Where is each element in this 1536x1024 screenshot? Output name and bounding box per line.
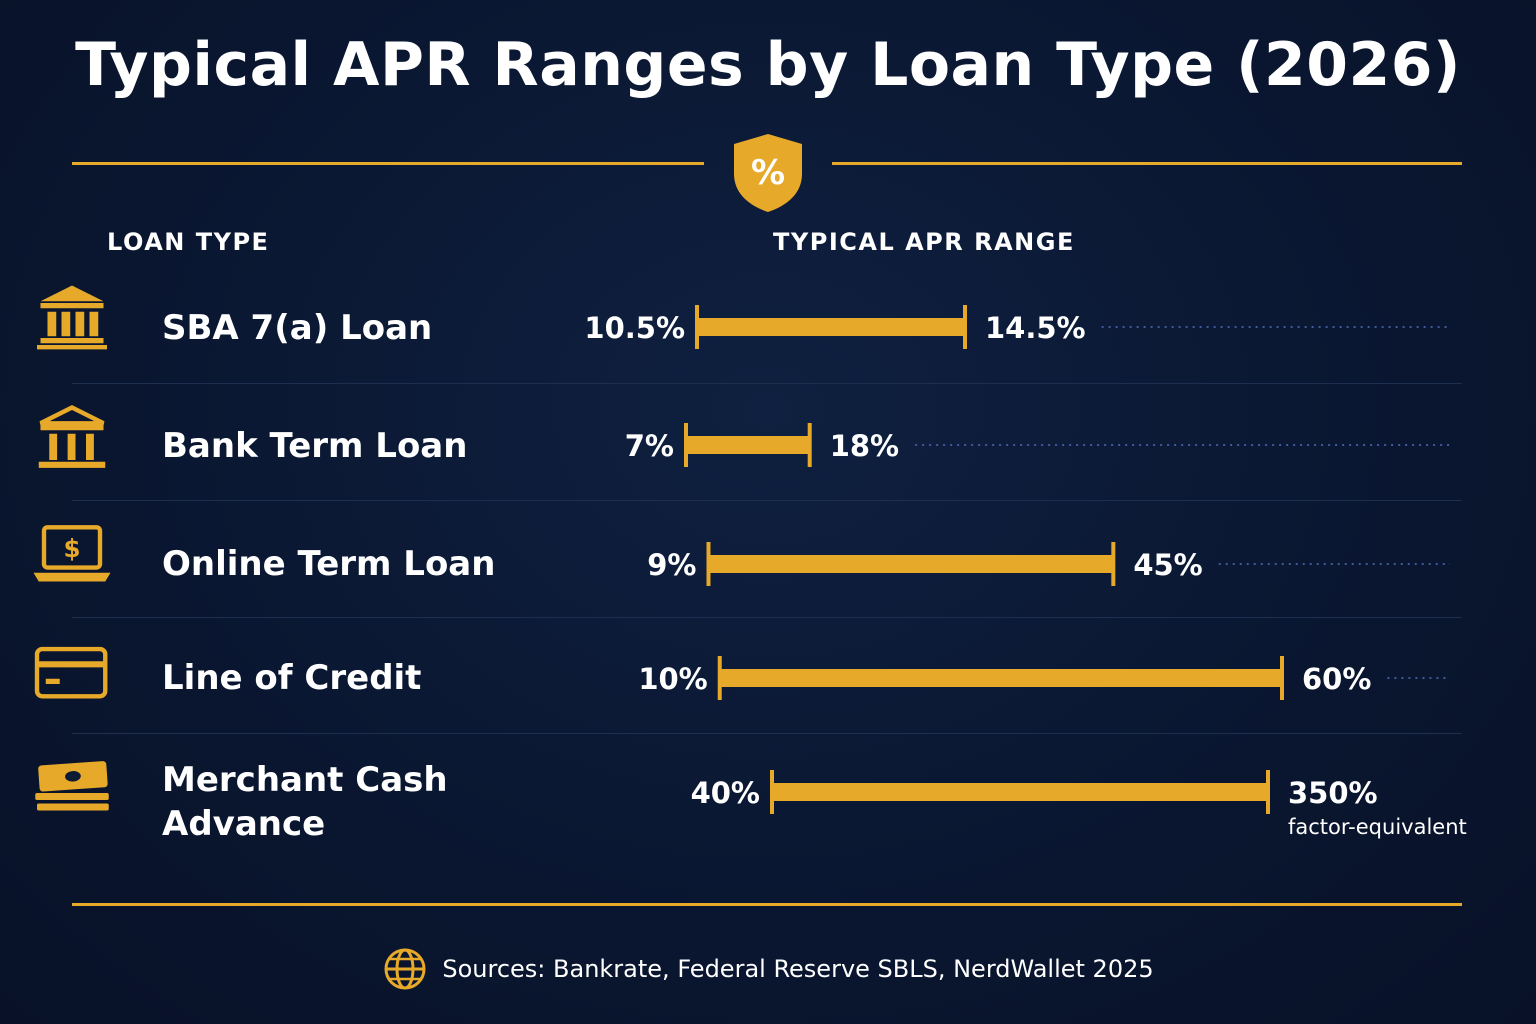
cash-stack-icon [35, 761, 109, 811]
footer-rule [72, 903, 1462, 906]
range-high-label: 14.5% [985, 311, 1086, 345]
chart-title: Typical APR Ranges by Loan Type (2026) [75, 30, 1461, 100]
range-bar [708, 555, 1114, 573]
range-high-label: 45% [1133, 548, 1202, 582]
row-divider [72, 617, 1462, 618]
row-divider [72, 500, 1462, 501]
bank-icon [38, 405, 106, 468]
sources-text: Sources: Bankrate, Federal Reserve SBLS,… [442, 955, 1154, 983]
row-divider [72, 733, 1462, 734]
range-bar [697, 318, 965, 336]
range-high-label: 350% [1288, 776, 1378, 810]
svg-text:$: $ [63, 534, 80, 563]
column-header-loan-type: LOAN TYPE [107, 228, 270, 256]
column-header-apr-range: TYPICAL APR RANGE [773, 228, 1075, 256]
loan-type-label: Merchant Cash Advance [162, 760, 448, 844]
header-rule-left [72, 162, 704, 165]
credit-card-icon [34, 646, 108, 699]
row-divider [72, 383, 1462, 384]
range-low-label: 40% [691, 776, 760, 810]
range-bar [772, 783, 1268, 801]
globe-icon [384, 948, 426, 990]
range-low-label: 7% [625, 429, 674, 463]
loan-type-label: SBA 7(a) Loan [162, 308, 433, 348]
range-bar [719, 669, 1282, 687]
loan-type-label: Line of Credit [162, 658, 422, 698]
range-bar [686, 436, 810, 454]
range-high-label: 60% [1302, 662, 1371, 696]
percent-shield-icon: % [734, 134, 802, 212]
bank-icon [37, 285, 107, 350]
range-low-label: 10.5% [584, 311, 685, 345]
loan-type-label: Bank Term Loan [162, 426, 468, 466]
range-low-label: 9% [647, 548, 696, 582]
range-high-label: 18% [830, 429, 899, 463]
loan-type-label: Online Term Loan [162, 544, 496, 584]
laptop-dollar-icon: $ [33, 525, 111, 582]
range-low-label: 10% [638, 662, 707, 696]
header-rule-right [832, 162, 1462, 165]
footer: Sources: Bankrate, Federal Reserve SBLS,… [0, 946, 1536, 992]
range-note: factor-equivalent [1288, 815, 1467, 839]
percent-symbol: % [751, 153, 785, 193]
